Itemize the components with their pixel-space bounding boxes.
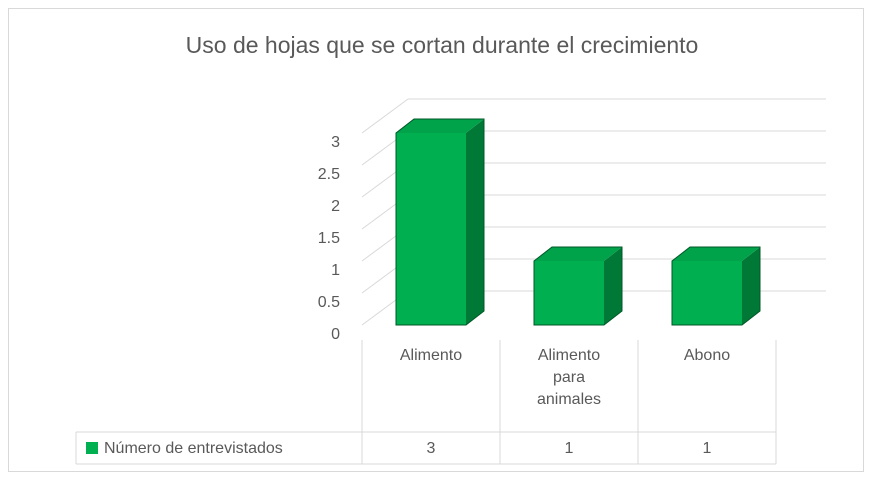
table-value: 1 (565, 440, 574, 457)
bar (671, 246, 761, 326)
bar-front (534, 261, 604, 325)
bar-top (396, 119, 484, 133)
x-tick-label: Abono (683, 347, 731, 364)
y-tick-label: 2 (331, 198, 340, 215)
legend-label: Número de entrevistados (104, 440, 283, 457)
legend-key (86, 442, 98, 454)
bar-top (672, 247, 760, 261)
bar-side (742, 247, 760, 325)
y-tick-label: 1 (331, 262, 340, 279)
bar-edge (533, 246, 623, 326)
y-tick-label: 3 (331, 134, 340, 151)
y-tick-label: 1.5 (318, 230, 340, 247)
bar-edge (395, 118, 485, 326)
bar (533, 246, 623, 326)
y-tick-label: 0 (331, 326, 340, 343)
table-value: 1 (703, 440, 712, 457)
x-tick-label: Alimento para animales (536, 347, 602, 408)
bar-front (396, 133, 466, 325)
x-tick-label: Alimento (399, 347, 463, 364)
bar-top (534, 247, 622, 261)
x-tick-label-box: Abono (683, 347, 731, 364)
x-tick-label-box: Alimento para animales (536, 347, 602, 408)
y-tick-label: 2.5 (318, 166, 340, 183)
grid-line (361, 98, 409, 134)
bar (395, 118, 485, 326)
bar-side (466, 119, 484, 325)
bar-edge (671, 246, 761, 326)
chart-title: Uso de hojas que se cortan durante el cr… (186, 32, 699, 58)
table-value: 3 (427, 440, 436, 457)
x-tick-label-box: Alimento (399, 347, 463, 364)
bar-side (604, 247, 622, 325)
y-tick-label: 0.5 (318, 294, 340, 311)
bar-front (672, 261, 742, 325)
